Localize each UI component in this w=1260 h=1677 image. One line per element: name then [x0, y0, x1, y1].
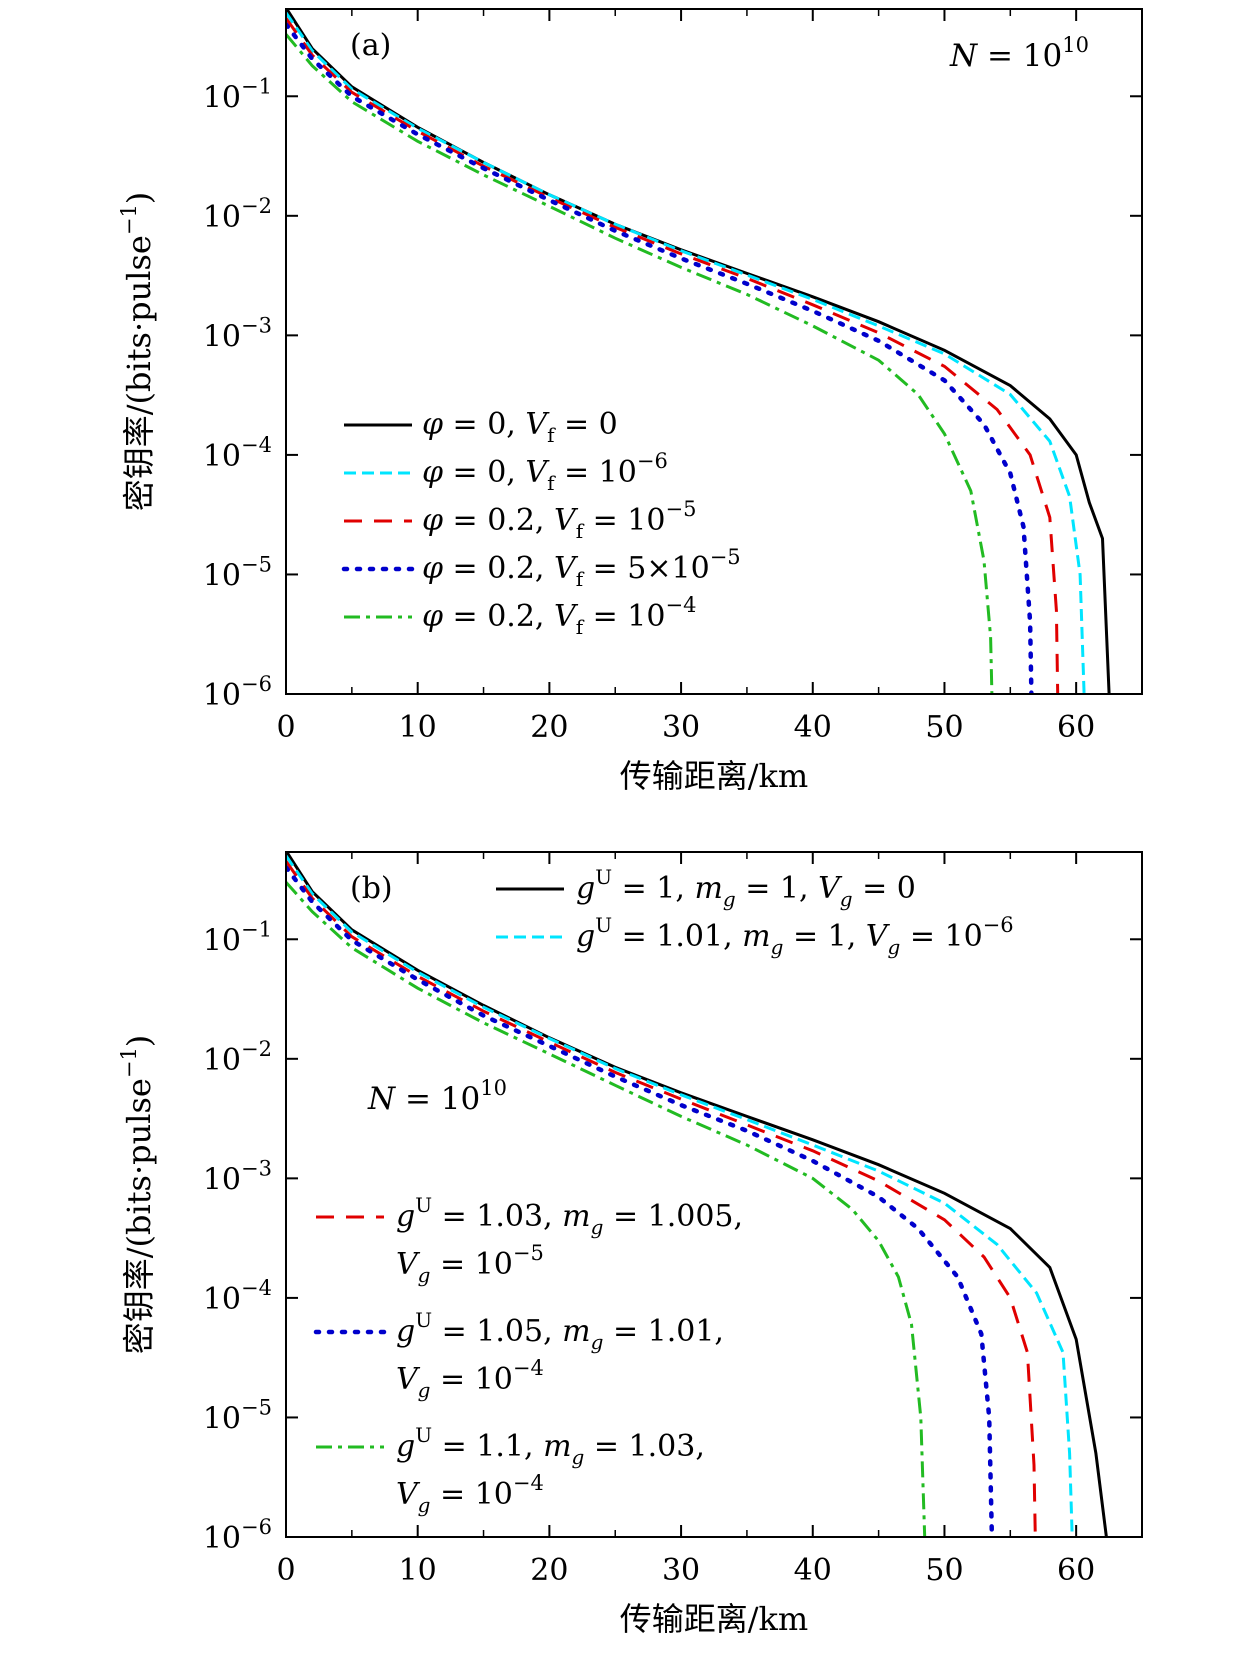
legend-a: φ = 0, Vf = 0φ = 0, Vf = 10−6φ = 0.2, Vf… [341, 407, 741, 639]
y-axis-title: 密钥率/(bits·pulse−1) [117, 192, 158, 512]
series-line-3 [286, 17, 1060, 694]
x-tick-label: 50 [925, 1553, 963, 1588]
series-line-2 [286, 854, 1074, 1537]
x-axis-title: 传输距离/km [620, 757, 809, 795]
legend-label: φ = 0, Vf = 0 [422, 407, 618, 447]
x-tick-label: 30 [662, 710, 700, 745]
legend-label-cont: Vg = 10−5 [396, 1241, 544, 1287]
panel-a: 0 10 20 30 40 50 60 10−1 10−2 10−3 10−4 10−5 10−6 传输距… [117, 8, 1143, 795]
series-line-5 [286, 33, 994, 694]
x-tick-label: 60 [1057, 1553, 1095, 1588]
y-tick-label: 10−1 [203, 917, 272, 958]
x-tick-label: 20 [530, 710, 568, 745]
legend-label: φ = 0.2, Vf = 10−4 [422, 593, 696, 639]
legend-label: gU = 1.01, mg = 1, Vg = 10−6 [576, 913, 1014, 959]
series-group [286, 852, 1108, 1537]
y-tick-label: 10−6 [203, 1515, 272, 1556]
y-tick-label: 10−4 [203, 1276, 272, 1317]
y-tick-label: 10−2 [203, 1037, 272, 1078]
n-annotation: N = 1010 [367, 1076, 507, 1117]
legend-label: gU = 1.1, mg = 1.03, [396, 1423, 705, 1469]
series-line-2 [286, 11, 1086, 694]
x-tick-label: 30 [662, 1553, 700, 1588]
y-tick-label: 10−5 [203, 1395, 272, 1436]
legend-label: φ = 0.2, Vf = 10−5 [422, 497, 696, 543]
y-tick-label: 10−5 [203, 552, 272, 593]
series-line-4 [286, 22, 1034, 694]
x-tick-label: 10 [399, 710, 437, 745]
series-line-3 [286, 860, 1037, 1537]
x-axis-title: 传输距离/km [620, 1600, 809, 1638]
y-tick-label: 10−1 [203, 74, 272, 115]
panel-label: (b) [350, 871, 393, 906]
x-tick-label: 0 [276, 1553, 295, 1588]
x-tick-label: 50 [925, 710, 963, 745]
plot-frame [285, 8, 1143, 695]
y-tick-label: 10−3 [203, 1156, 272, 1197]
legend-label: φ = 0, Vf = 10−6 [422, 449, 668, 495]
series-line-1 [286, 9, 1111, 694]
legend-label: φ = 0.2, Vf = 5×10−5 [422, 545, 741, 591]
x-tick-label: 0 [276, 710, 295, 745]
legend-label: gU = 1.05, mg = 1.01, [396, 1308, 724, 1354]
plot-frame [285, 851, 1143, 1538]
y-tick-label: 10−6 [203, 672, 272, 713]
panel-label: (a) [350, 28, 391, 63]
legend-label: gU = 1, mg = 1, Vg = 0 [576, 865, 916, 911]
panel-b: 0 10 20 30 40 50 60 10−1 10−2 10−3 10−4 10−5 10−6 传输距… [117, 851, 1143, 1638]
x-tick-label: 40 [794, 1553, 832, 1588]
legend-b: gU = 1, mg = 1, Vg = 0gU = 1.01, mg = 1,… [313, 865, 1014, 1517]
series-group [286, 9, 1111, 694]
x-tick-label: 40 [794, 710, 832, 745]
legend-label-cont: Vg = 10−4 [396, 1471, 544, 1517]
x-tick-label: 10 [399, 1553, 437, 1588]
y-tick-label: 10−3 [203, 313, 272, 354]
y-tick-label: 10−2 [203, 194, 272, 235]
x-tick-label: 20 [530, 1553, 568, 1588]
legend-label: gU = 1.03, mg = 1.005, [396, 1193, 743, 1239]
series-line-1 [286, 852, 1108, 1537]
n-annotation: N = 1010 [949, 33, 1089, 74]
x-tick-label: 60 [1057, 710, 1095, 745]
legend-label-cont: Vg = 10−4 [396, 1356, 544, 1402]
y-axis-title: 密钥率/(bits·pulse−1) [117, 1035, 158, 1355]
y-tick-label: 10−4 [203, 433, 272, 474]
series-line-5 [286, 881, 927, 1537]
